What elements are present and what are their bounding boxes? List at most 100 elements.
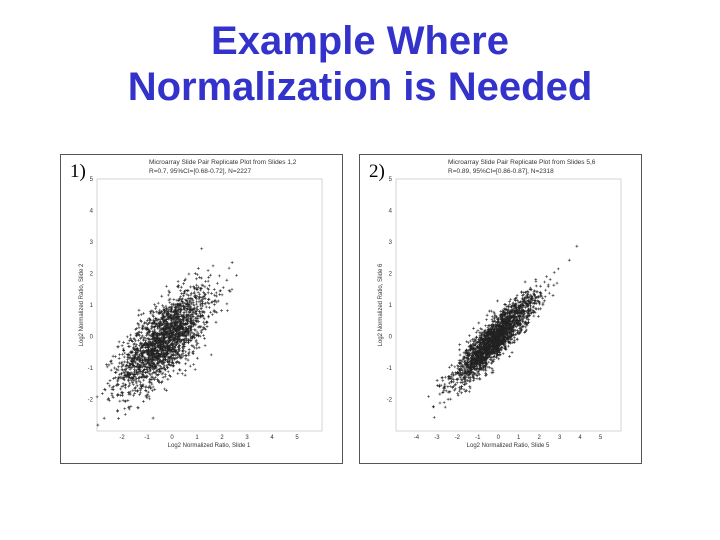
scatter-point <box>441 379 445 383</box>
scatter-point <box>468 385 472 389</box>
scatter-point <box>493 314 497 317</box>
scatter-point <box>437 385 441 389</box>
scatter-point <box>160 381 163 385</box>
x-axis-label: Log2 Normalized Ratio, Slide 1 <box>168 443 251 449</box>
scatter-point <box>516 322 520 326</box>
scatter-point <box>464 352 468 356</box>
scatter-point <box>129 333 133 337</box>
scatter-point <box>502 341 506 345</box>
scatter-point <box>483 347 487 351</box>
scatter-point <box>486 325 490 329</box>
scatter-point <box>119 376 123 380</box>
x-axis-label: Log2 Normalized Ratio, Slide 5 <box>467 443 550 449</box>
scatter-point <box>546 285 550 288</box>
scatter-point <box>522 312 526 316</box>
scatter-point <box>139 351 143 355</box>
scatter-point <box>475 377 479 381</box>
scatter-point <box>497 330 501 334</box>
scatter-point <box>181 346 185 350</box>
scatter-point <box>113 371 117 374</box>
scatter-point <box>190 297 193 301</box>
scatter-point <box>512 314 516 318</box>
scatter-point <box>451 385 455 388</box>
scatter-point <box>188 298 192 302</box>
scatter-point <box>204 305 208 309</box>
scatter-point <box>116 368 120 372</box>
scatter-point <box>182 308 186 312</box>
scatter-point <box>183 341 187 345</box>
scatter-point <box>177 299 181 303</box>
scatter-point <box>538 293 542 297</box>
scatter-point <box>471 374 475 377</box>
scatter-point <box>140 365 144 369</box>
scatter-point <box>491 371 495 374</box>
scatter-point <box>488 340 492 344</box>
scatter-point <box>133 372 137 376</box>
scatter-point <box>196 342 200 345</box>
scatter-point <box>534 301 538 305</box>
scatter-point <box>162 326 166 330</box>
scatter-point <box>465 361 469 365</box>
scatter-point <box>160 340 164 344</box>
scatter-point <box>460 362 463 366</box>
scatter-point <box>178 337 182 341</box>
scatter-point <box>142 378 146 382</box>
scatter-point <box>95 395 99 399</box>
scatter-point <box>435 379 439 382</box>
scatter-point <box>507 305 511 309</box>
scatter-point <box>187 350 191 354</box>
panel-number: 1) <box>70 161 86 182</box>
scatter-point <box>517 320 521 324</box>
scatter-point <box>144 394 148 398</box>
scatter-point <box>167 310 171 314</box>
scatter-point <box>156 357 160 360</box>
scatter-point <box>163 361 166 364</box>
scatter-point <box>538 291 542 294</box>
scatter-point <box>496 331 500 335</box>
scatter-point <box>207 275 211 279</box>
scatter-point <box>530 299 534 303</box>
scatter-point <box>196 325 200 329</box>
scatter-point <box>135 357 138 361</box>
scatter-point <box>169 343 173 346</box>
scatter-point <box>438 383 442 387</box>
scatter-point <box>537 307 541 311</box>
scatter-point <box>201 328 205 332</box>
scatter-point <box>466 341 470 345</box>
scatter-point <box>193 272 197 275</box>
scatter-point <box>165 329 169 333</box>
scatter-point <box>185 337 189 340</box>
scatter-point <box>161 328 165 332</box>
scatter-point <box>176 360 180 363</box>
scatter-point <box>469 372 472 376</box>
scatter-point <box>123 371 127 375</box>
scatter-point <box>497 357 501 361</box>
scatter-point <box>150 378 154 382</box>
scatter-point <box>199 329 203 333</box>
scatter-point <box>137 338 141 342</box>
plot-subtitle: R=0.89, 95%CI=[0.86-0.87], N=2318 <box>448 168 554 175</box>
scatter-point <box>496 320 500 323</box>
scatter-point <box>503 313 507 317</box>
scatter-point <box>504 323 508 326</box>
scatter-point <box>178 323 182 327</box>
scatter-point <box>527 302 531 306</box>
scatter-point <box>488 348 492 351</box>
scatter-point <box>144 371 148 375</box>
scatter-point <box>171 332 175 336</box>
scatter-point <box>512 323 516 327</box>
plot-frame <box>96 178 323 432</box>
scatter-point <box>441 391 445 394</box>
scatter-point <box>112 366 116 370</box>
scatter-point <box>151 389 154 393</box>
scatter-point <box>165 360 169 364</box>
scatter-point <box>156 301 160 305</box>
scatter-point <box>457 365 460 369</box>
scatter-point <box>213 298 217 302</box>
scatter-point <box>490 361 493 365</box>
scatter-point <box>138 386 142 390</box>
scatter-point <box>189 285 193 289</box>
scatter-point <box>198 296 201 300</box>
scatter-point <box>183 369 187 372</box>
